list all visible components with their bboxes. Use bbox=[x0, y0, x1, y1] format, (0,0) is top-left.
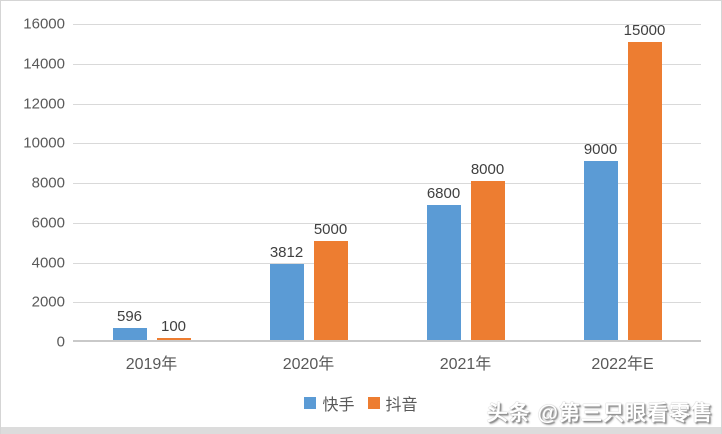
data-label: 8000 bbox=[470, 161, 505, 178]
bar-快手-2021年 bbox=[426, 204, 461, 340]
bar-快手-2019年 bbox=[112, 328, 147, 340]
kuaishou-legend-swatch-icon bbox=[304, 397, 317, 409]
gridline-12000 bbox=[73, 103, 701, 105]
data-label: 15000 bbox=[623, 21, 666, 39]
gridline-6000 bbox=[73, 222, 701, 224]
bar-抖音-2019年 bbox=[156, 338, 191, 340]
x-axis-label: 2020年 bbox=[282, 356, 335, 373]
gridline-4000 bbox=[73, 262, 701, 264]
gridline-10000 bbox=[73, 143, 701, 145]
plot-area: 0 2000 4000 6000 8000 10000 12000 14000 16000 201… bbox=[23, 17, 701, 373]
legend-label-douyin: 抖音 bbox=[385, 397, 418, 414]
bar-抖音-2021年 bbox=[470, 181, 505, 340]
data-label: 596 bbox=[116, 308, 143, 326]
y-tick-label: 4000 bbox=[31, 254, 65, 271]
data-label: 6800 bbox=[426, 184, 461, 202]
gridline-8000 bbox=[73, 183, 701, 184]
y-tick-label: 16000 bbox=[23, 15, 65, 33]
x-axis-label: 2022年E bbox=[591, 356, 654, 373]
data-label: 5000 bbox=[313, 220, 348, 238]
x-axis-label: 2019年 bbox=[125, 356, 178, 373]
y-tick-label: 12000 bbox=[23, 95, 65, 112]
y-tick-label: 2000 bbox=[31, 293, 65, 311]
bar-快手-2020年 bbox=[269, 264, 304, 340]
data-label: 100 bbox=[160, 318, 187, 335]
gridline-2000 bbox=[73, 302, 701, 304]
legend-item-douyin: 抖音 bbox=[367, 391, 418, 415]
legend-item-kuaishou: 快手 bbox=[304, 391, 355, 415]
y-tick-label: 6000 bbox=[31, 214, 65, 232]
bottom-edge-strip bbox=[1, 427, 721, 434]
x-axis-label: 2021年 bbox=[439, 356, 492, 373]
y-tick-label: 14000 bbox=[23, 55, 65, 73]
gridline-14000 bbox=[73, 63, 701, 65]
data-label: 9000 bbox=[583, 141, 618, 159]
gridline-16000 bbox=[73, 24, 701, 25]
data-label: 3812 bbox=[269, 244, 304, 262]
douyin-legend-swatch-icon bbox=[367, 397, 380, 409]
bar-抖音-2020年 bbox=[313, 240, 348, 340]
y-tick-label: 8000 bbox=[31, 174, 65, 192]
bar-抖音-2022年E bbox=[627, 41, 662, 340]
y-tick-label: 10000 bbox=[23, 134, 65, 152]
toutiao-watermark: 头条 @第三只眼看零售 bbox=[486, 402, 713, 425]
bar-快手-2022年E bbox=[583, 161, 618, 340]
legend-label-kuaishou: 快手 bbox=[322, 397, 355, 414]
y-tick-label: 0 bbox=[56, 333, 65, 351]
legend: 快手 抖音 bbox=[1, 391, 721, 415]
